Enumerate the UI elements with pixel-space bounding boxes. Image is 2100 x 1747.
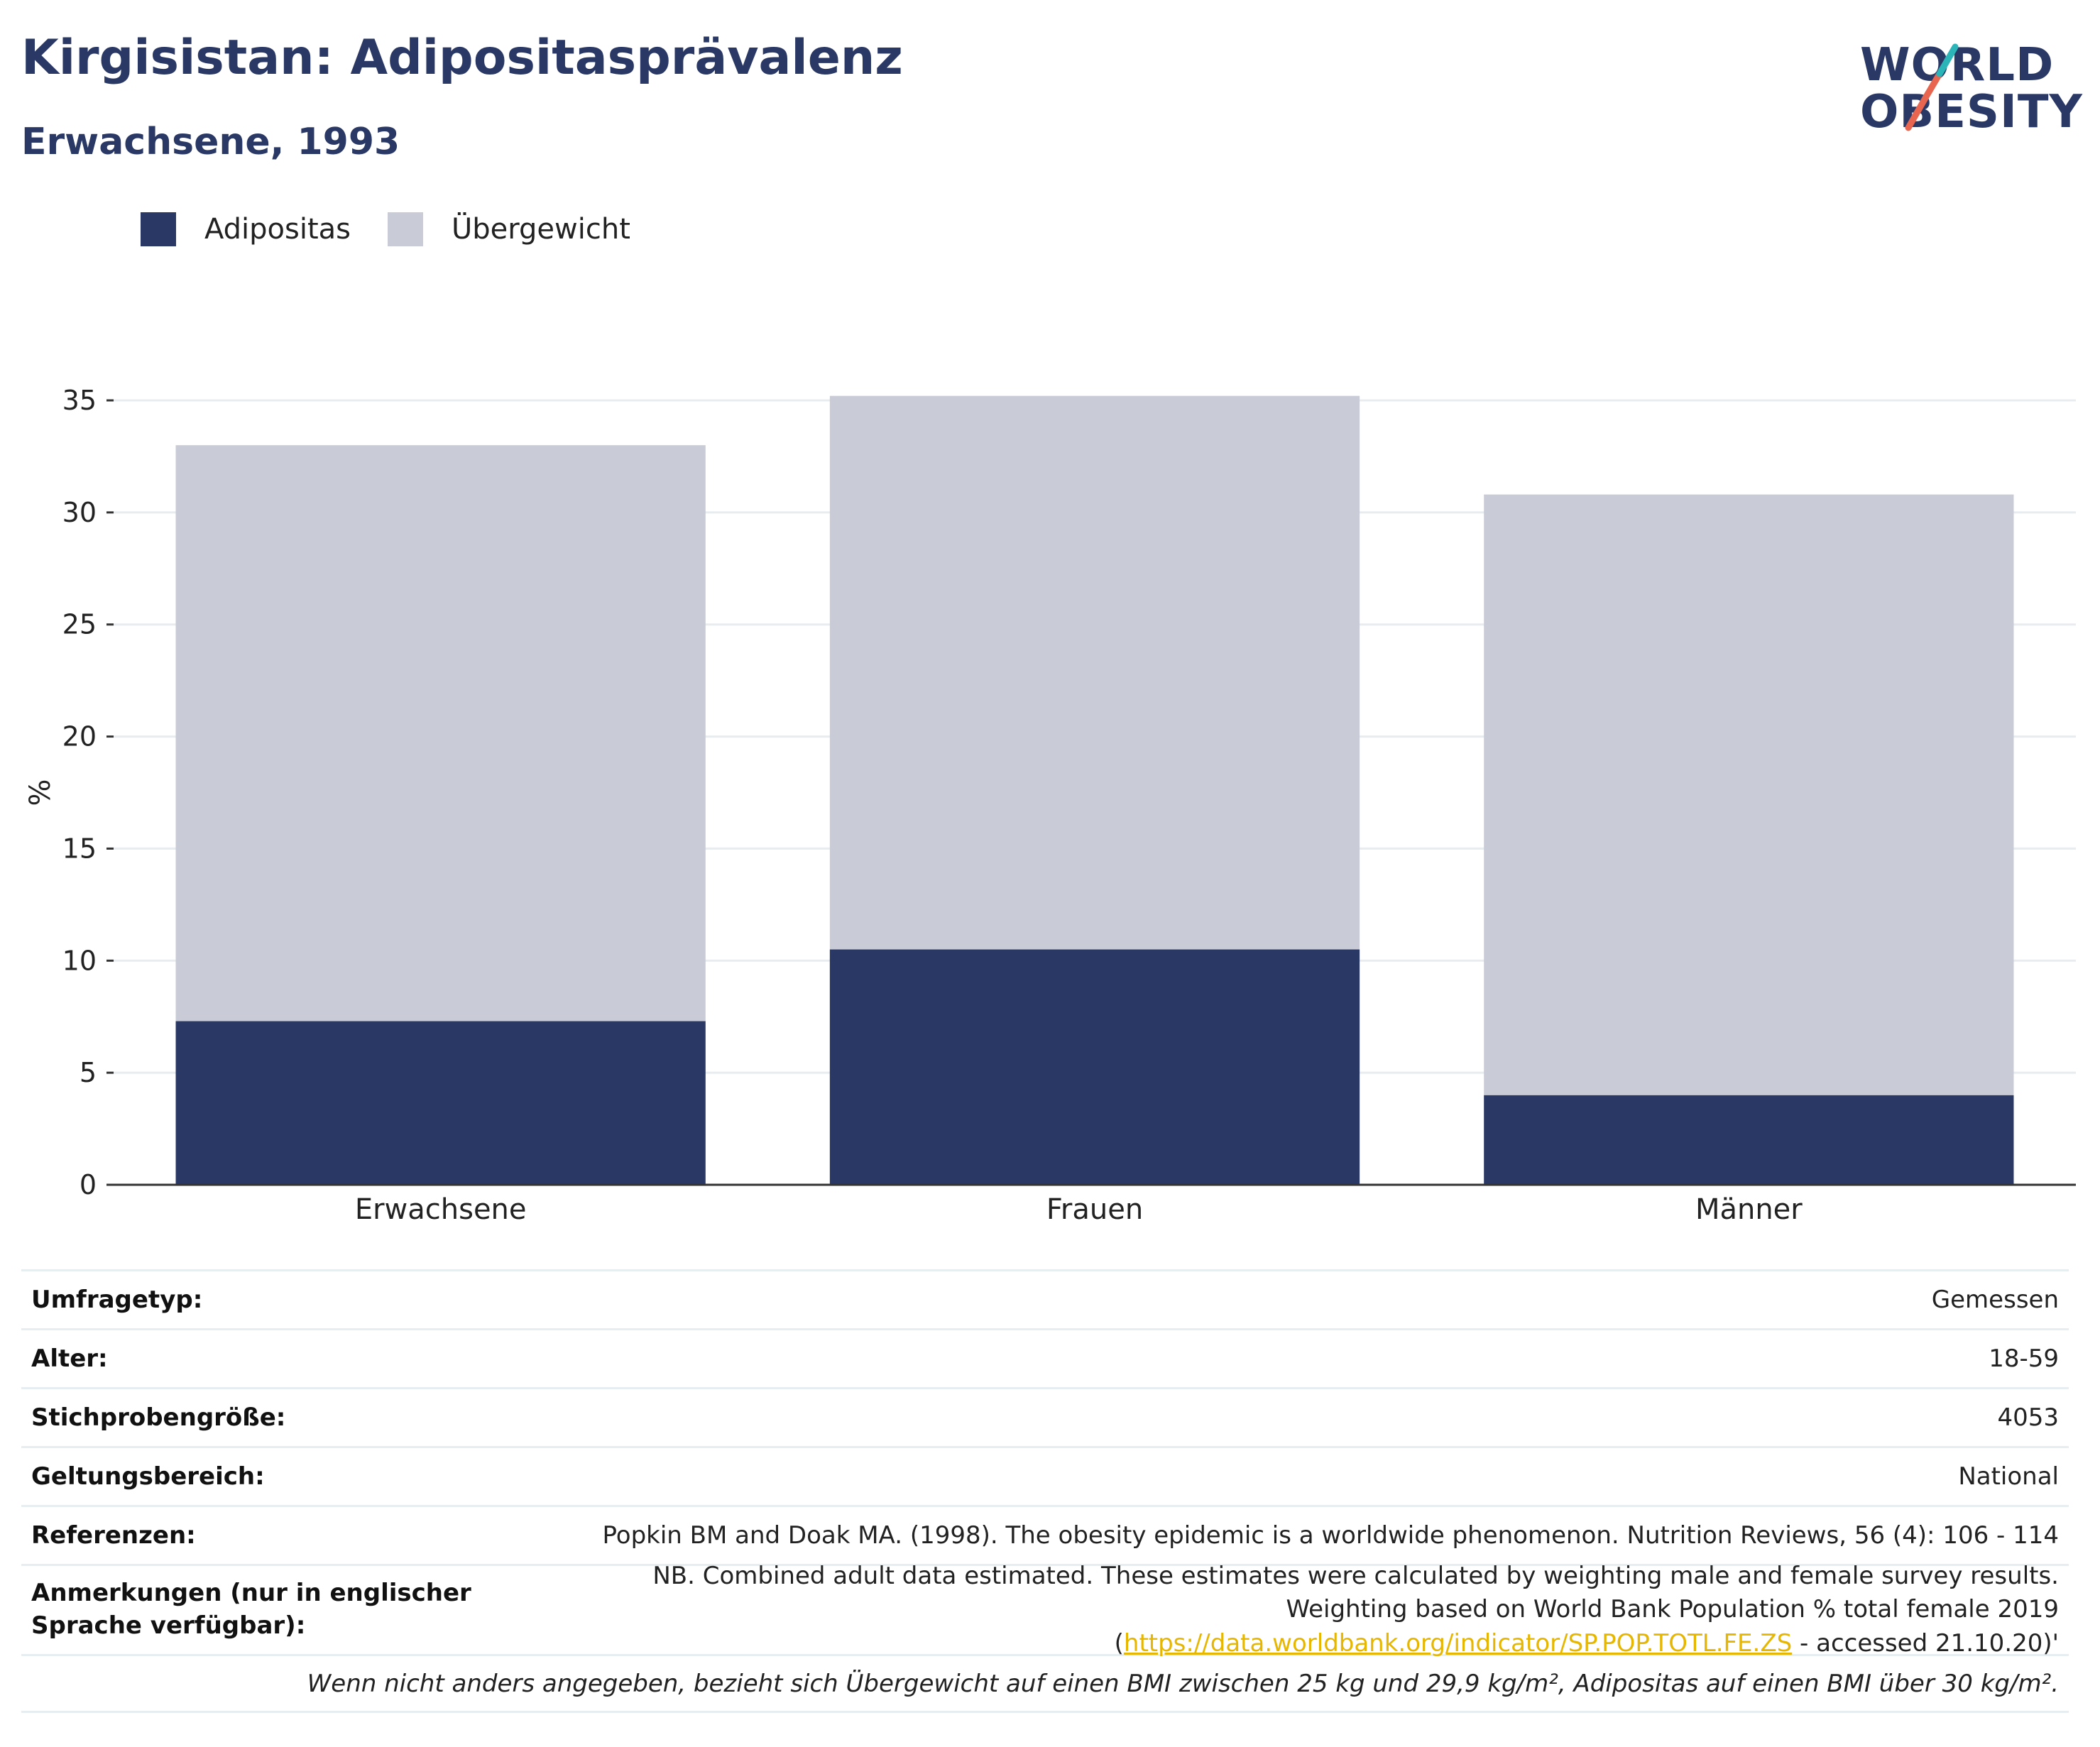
meta-row-sample-size: Stichprobengröße: 4053: [21, 1387, 2069, 1446]
meta-row-survey-type: Umfragetyp: Gemessen: [21, 1269, 2069, 1328]
bmi-footnote: Wenn nicht anders angegeben, bezieht sic…: [307, 1669, 2059, 1698]
y-tick-label: 35: [62, 385, 97, 416]
meta-key-notes: Anmerkungen (nur in englischer Sprache v…: [31, 1579, 471, 1640]
meta-value-survey-type: Gemessen: [1931, 1286, 2059, 1314]
bar-frauen-adipositas: [829, 949, 1360, 1185]
bar-männer-adipositas: [1484, 1095, 2014, 1185]
meta-value-scope: National: [1958, 1462, 2059, 1491]
meta-row-age: Alter: 18-59: [21, 1328, 2069, 1387]
y-tick-label: 0: [80, 1169, 97, 1200]
y-tick-label: 15: [62, 833, 97, 864]
survey-info-table: Umfragetyp: Gemessen Alter: 18-59 Stichp…: [21, 1269, 2069, 1713]
bar-erwachsene-adipositas: [175, 1021, 706, 1185]
meta-value-sample-size: 4053: [1997, 1403, 2059, 1432]
meta-key-sample-size: Stichprobengröße:: [31, 1403, 286, 1432]
worldbank-link[interactable]: https://data.worldbank.org/indicator/SP.…: [1123, 1628, 1793, 1658]
meta-key-survey-type: Umfragetyp:: [31, 1286, 203, 1314]
legend-item-uebergewicht[interactable]: Übergewicht: [388, 212, 630, 246]
page-title: Kirgisistan: Adipositasprävalenz: [21, 30, 903, 86]
meta-value-notes: NB. Combined adult data estimated. These…: [603, 1560, 2059, 1661]
meta-value-age: 18-59: [1989, 1345, 2059, 1373]
bar-männer-uebergewicht: [1484, 494, 2014, 1095]
meta-row-footnote: Wenn nicht anders angegeben, bezieht sic…: [21, 1654, 2069, 1713]
y-tick-label: 30: [62, 497, 97, 528]
y-tick-label: 5: [80, 1057, 97, 1088]
legend-item-adipositas[interactable]: Adipositas: [141, 212, 351, 246]
y-tick-label: 10: [62, 945, 97, 976]
meta-key-references: Referenzen:: [31, 1521, 196, 1550]
y-tick-label: 25: [62, 609, 97, 640]
legend-label-adipositas: Adipositas: [204, 213, 351, 246]
notes-text-before: NB. Combined adult data estimated. These…: [652, 1561, 2059, 1658]
chart-legend: Adipositas Übergewicht: [141, 210, 667, 248]
meta-key-scope: Geltungsbereich:: [31, 1462, 265, 1491]
x-tick-label: Männer: [1695, 1193, 1803, 1226]
x-tick-label: Frauen: [1046, 1193, 1143, 1226]
meta-key-age: Alter:: [31, 1345, 108, 1373]
bar-frauen-uebergewicht: [829, 395, 1360, 950]
bar-erwachsene-uebergewicht: [175, 445, 706, 1022]
meta-row-scope: Geltungsbereich: National: [21, 1446, 2069, 1505]
meta-value-references: Popkin BM and Doak MA. (1998). The obesi…: [602, 1521, 2059, 1550]
meta-row-references: Referenzen: Popkin BM and Doak MA. (1998…: [21, 1505, 2069, 1564]
stacked-bar-chart: 0 5 10 15 20 25 30 35% Erwachsene Frauen Männer: [24, 385, 2076, 1226]
x-tick-label: Erwachsene: [355, 1193, 527, 1226]
world-obesity-logo[interactable]: WORLD OBESITY: [1846, 21, 2087, 156]
y-tick-label: 20: [62, 721, 97, 752]
legend-swatch-adipositas: [141, 212, 176, 246]
logo-slash-icon: [1905, 43, 1959, 131]
notes-text-after: - accessed 21.10.20)': [1792, 1628, 2059, 1658]
legend-swatch-uebergewicht: [388, 212, 424, 246]
legend-label-uebergewicht: Übergewicht: [452, 213, 630, 246]
page-subtitle: Erwachsene, 1993: [21, 121, 400, 163]
meta-row-notes: Anmerkungen (nur in englischer Sprache v…: [21, 1562, 2069, 1658]
y-axis-label: %: [24, 779, 57, 806]
logo-line-2: OBESITY: [1860, 86, 2083, 138]
